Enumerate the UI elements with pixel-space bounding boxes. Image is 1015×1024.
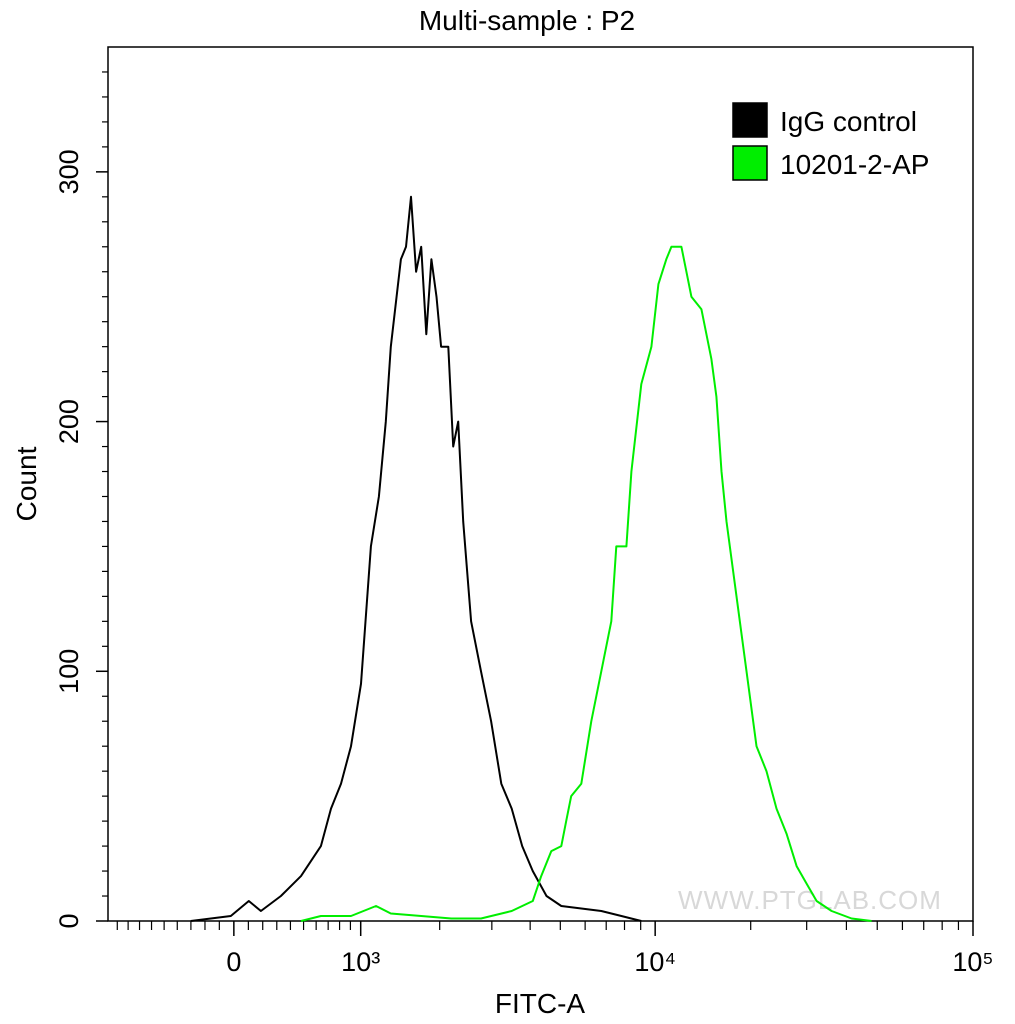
legend-swatch [732, 145, 768, 181]
legend-label: 10201-2-AP [780, 149, 929, 180]
series-line [190, 195, 642, 922]
x-tick-label: 10⁵ [952, 947, 993, 977]
x-axis-label: FITC-A [495, 988, 586, 1019]
legend-swatch [732, 102, 768, 138]
plot-frame [107, 46, 974, 922]
y-axis-label: Count [11, 446, 42, 521]
y-tick-label: 100 [54, 649, 84, 694]
x-tick-label: 0 [226, 947, 241, 977]
x-tick-label: 10⁴ [634, 947, 676, 977]
chart-title: Multi-sample : P2 [419, 5, 635, 36]
x-tick-label: 10³ [341, 947, 380, 977]
y-tick-label: 0 [54, 913, 84, 928]
y-tick-label: 200 [54, 399, 84, 444]
y-tick-label: 300 [54, 149, 84, 194]
series-line [300, 245, 872, 922]
legend-label: IgG control [780, 106, 917, 137]
